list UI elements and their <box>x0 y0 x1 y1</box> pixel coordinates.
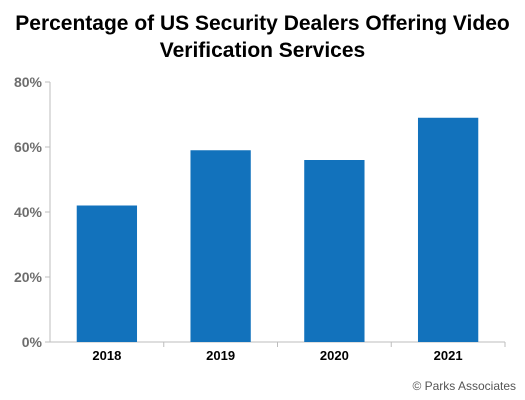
x-tick-label-2018: 2018 <box>92 348 121 363</box>
y-tick-label: 20% <box>14 269 43 285</box>
y-tick-label: 40% <box>14 204 43 220</box>
x-tick-label-2021: 2021 <box>434 348 463 363</box>
bar-2019 <box>190 150 251 342</box>
y-tick-label: 60% <box>14 139 43 155</box>
chart-title-line-1: Percentage of US Security Dealers Offeri… <box>15 12 510 35</box>
y-tick-label: 0% <box>22 334 43 350</box>
chart-title-line-2: Verification Services <box>159 39 366 62</box>
x-tick-label-2020: 2020 <box>320 348 349 363</box>
bar-2021 <box>417 117 479 342</box>
bar-2018 <box>76 205 138 342</box>
source-credit: © Parks Associates <box>412 379 516 393</box>
chart-title: Percentage of US Security Dealers Offeri… <box>0 10 525 64</box>
x-tick-label-2019: 2019 <box>206 348 235 363</box>
y-tick-label: 80% <box>14 74 43 90</box>
bar-2020 <box>304 160 365 342</box>
